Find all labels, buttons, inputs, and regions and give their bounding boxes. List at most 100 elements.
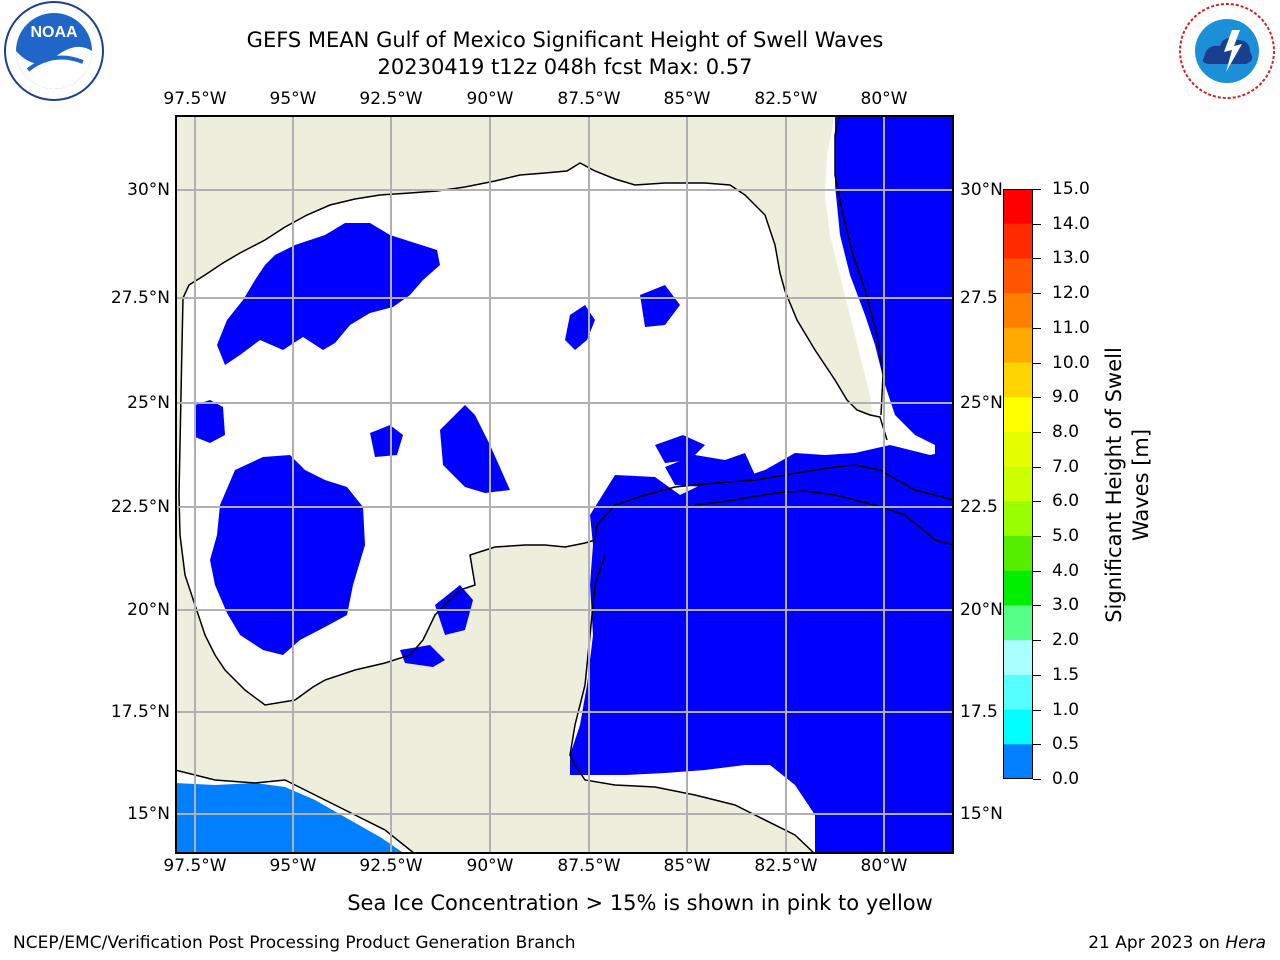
colorbar-band <box>1003 501 1033 537</box>
lat-tick-left: 15°N <box>127 804 170 824</box>
lat-tick-left: 25°N <box>127 393 170 413</box>
colorbar-band <box>1003 327 1033 364</box>
lon-tick-top: 85°W <box>663 89 711 109</box>
colorbar-label: 9.0 <box>1052 387 1080 408</box>
footer-host: Hera <box>1225 933 1266 953</box>
lon-tick-top: 90°W <box>466 89 514 109</box>
swell-low-regions <box>195 115 954 854</box>
lon-tick-top: 92.5°W <box>359 89 423 109</box>
lon-tick-top: 95°W <box>269 89 317 109</box>
colorbar-tick <box>1033 570 1041 572</box>
colorbar-title-line1: Significant Height of Swell <box>1102 347 1126 623</box>
lon-tick-top: 87.5°W <box>557 89 621 109</box>
lat-tick-right: 22.5 <box>960 497 998 517</box>
colorbar-tick <box>1033 501 1041 503</box>
colorbar-label: 12.0 <box>1052 283 1090 304</box>
colorbar-band <box>1003 570 1033 607</box>
colorbar-label: 10.0 <box>1052 352 1090 373</box>
lon-tick-top: 82.5°W <box>754 89 818 109</box>
colorbar-band <box>1003 466 1033 502</box>
colorbar-tick <box>1033 779 1041 780</box>
map-border <box>175 115 954 854</box>
colorbar-tick <box>1033 640 1041 642</box>
colorbar-label: 0.5 <box>1052 734 1080 755</box>
colorbar-label: 3.0 <box>1052 595 1080 616</box>
colorbar-label: 8.0 <box>1052 421 1080 442</box>
colorbar-tick <box>1033 327 1041 329</box>
lon-tick-bottom: 92.5°W <box>359 856 423 876</box>
colorbar-label: 1.0 <box>1052 699 1080 720</box>
lat-tick-left: 27.5°N <box>110 288 170 308</box>
colorbar-tick <box>1033 605 1041 607</box>
lat-tick-right: 25°N <box>960 393 1003 413</box>
footer-branch: NCEP/EMC/Verification Post Processing Pr… <box>13 933 576 953</box>
lon-tick-top: 97.5°W <box>163 89 227 109</box>
lat-tick-left: 20°N <box>127 600 170 620</box>
lat-tick-right: 17.5 <box>960 702 998 722</box>
colorbar-label: 13.0 <box>1052 248 1090 269</box>
colorbar-tick <box>1033 189 1041 190</box>
nws-logo <box>1178 2 1276 100</box>
lon-tick-top: 80°W <box>860 89 908 109</box>
colorbar-label: 5.0 <box>1052 526 1080 547</box>
colorbar-tick <box>1033 466 1041 468</box>
lat-tick-right: 27.5 <box>960 288 998 308</box>
chart-subtitle: 20230419 t12z 048h fcst Max: 0.57 <box>377 55 753 79</box>
colorbar-tick <box>1033 258 1041 260</box>
colorbar-band <box>1003 293 1033 329</box>
colorbar-tick <box>1033 674 1041 676</box>
colorbar-label: 2.0 <box>1052 630 1080 651</box>
colorbar-label: 6.0 <box>1052 491 1080 512</box>
colorbar <box>1003 189 1033 779</box>
footer-date: 21 Apr 2023 on Hera <box>1088 933 1266 953</box>
lat-tick-left: 30°N <box>127 180 170 200</box>
lat-tick-right: 15°N <box>960 804 1003 824</box>
colorbar-band <box>1003 605 1033 641</box>
colorbar-band <box>1003 709 1033 745</box>
colorbar-band <box>1003 536 1033 572</box>
gulf-map <box>175 115 954 854</box>
colorbar-tick <box>1033 362 1041 364</box>
colorbar-tick <box>1033 223 1041 225</box>
colorbar-band <box>1003 744 1033 779</box>
colorbar-tick <box>1033 709 1041 711</box>
lon-tick-bottom: 97.5°W <box>163 856 227 876</box>
footer-date-text: 21 Apr 2023 on <box>1088 933 1226 953</box>
noaa-logo-text: NOAA <box>30 24 78 41</box>
colorbar-label: 0.0 <box>1052 769 1080 789</box>
lat-tick-left: 17.5°N <box>110 702 170 722</box>
colorbar-tick <box>1033 744 1041 746</box>
colorbar-band <box>1003 189 1033 225</box>
lon-tick-bottom: 87.5°W <box>557 856 621 876</box>
colorbar-label: 11.0 <box>1052 317 1090 338</box>
colorbar-band <box>1003 397 1033 433</box>
colorbar-title: Significant Height of Swell Waves [m] <box>1101 347 1155 623</box>
lon-tick-bottom: 85°W <box>663 856 711 876</box>
map-panel <box>175 115 954 854</box>
colorbar-label: 7.0 <box>1052 456 1080 477</box>
lat-tick-right: 20°N <box>960 600 1003 620</box>
noaa-logo: NOAA <box>4 1 104 101</box>
colorbar-tick <box>1033 431 1041 433</box>
colorbar-label: 14.0 <box>1052 213 1090 234</box>
graticule <box>175 115 954 854</box>
lon-tick-bottom: 82.5°W <box>754 856 818 876</box>
lat-tick-left: 22.5°N <box>110 497 170 517</box>
lon-tick-bottom: 80°W <box>860 856 908 876</box>
colorbar-label: 15.0 <box>1052 179 1090 199</box>
sea-ice-note: Sea Ice Concentration > 15% is shown in … <box>347 891 933 915</box>
colorbar-band <box>1003 362 1033 398</box>
chart-title: GEFS MEAN Gulf of Mexico Significant Hei… <box>246 28 884 52</box>
colorbar-band <box>1003 223 1033 260</box>
colorbar-band <box>1003 258 1033 294</box>
colorbar-label: 4.0 <box>1052 560 1080 581</box>
colorbar-band <box>1003 674 1033 711</box>
colorbar-tick <box>1033 536 1041 538</box>
lon-tick-bottom: 95°W <box>269 856 317 876</box>
colorbar-tick <box>1033 293 1041 295</box>
colorbar-tick <box>1033 397 1041 399</box>
swell-mid-region <box>175 783 405 854</box>
colorbar-band <box>1003 640 1033 676</box>
lon-tick-bottom: 90°W <box>466 856 514 876</box>
lat-tick-right: 30°N <box>960 180 1003 200</box>
